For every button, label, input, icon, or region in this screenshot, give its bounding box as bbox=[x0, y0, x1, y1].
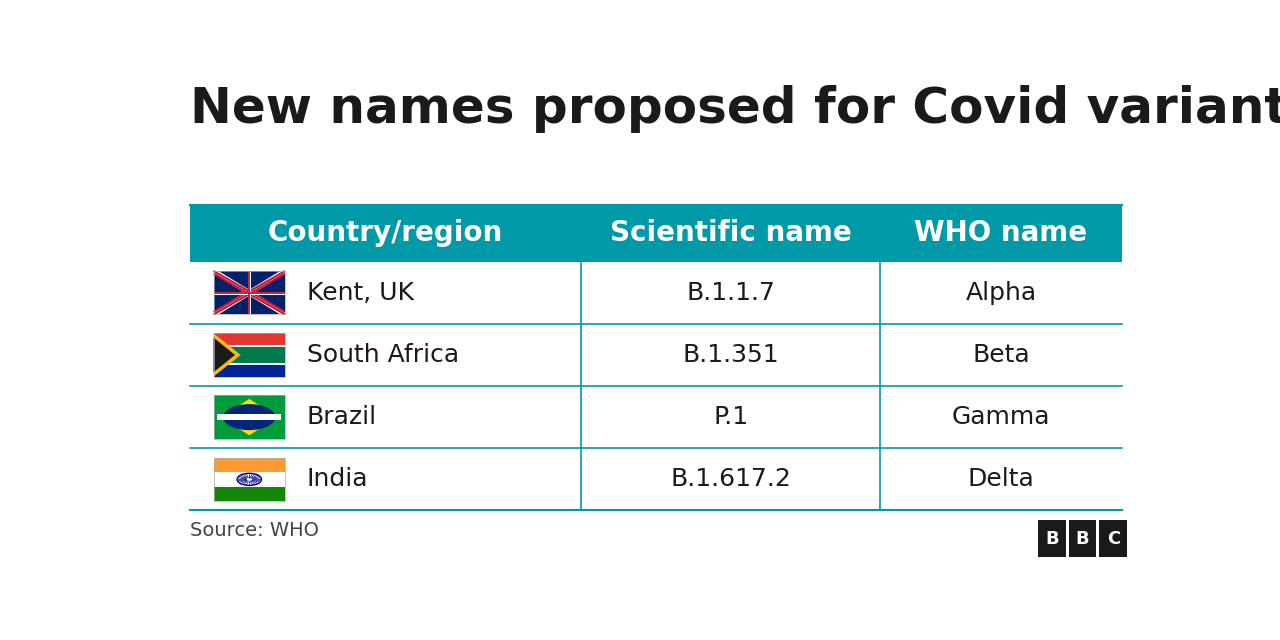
Text: New names proposed for Covid variants: New names proposed for Covid variants bbox=[189, 85, 1280, 133]
FancyBboxPatch shape bbox=[214, 396, 285, 439]
FancyBboxPatch shape bbox=[214, 472, 285, 486]
FancyBboxPatch shape bbox=[1038, 520, 1066, 557]
FancyBboxPatch shape bbox=[214, 355, 285, 376]
Text: Source: WHO: Source: WHO bbox=[189, 521, 319, 540]
FancyBboxPatch shape bbox=[214, 333, 285, 355]
FancyBboxPatch shape bbox=[1100, 520, 1128, 557]
FancyBboxPatch shape bbox=[214, 344, 285, 365]
FancyBboxPatch shape bbox=[214, 486, 285, 501]
Text: WHO name: WHO name bbox=[914, 220, 1088, 247]
FancyBboxPatch shape bbox=[189, 262, 1123, 324]
Text: Country/region: Country/region bbox=[268, 220, 503, 247]
Polygon shape bbox=[220, 399, 278, 435]
Text: Alpha: Alpha bbox=[965, 281, 1037, 305]
Text: B.1.617.2: B.1.617.2 bbox=[671, 467, 791, 492]
FancyBboxPatch shape bbox=[189, 205, 1123, 262]
Text: Brazil: Brazil bbox=[307, 405, 376, 429]
Text: Scientific name: Scientific name bbox=[609, 220, 851, 247]
Text: C: C bbox=[1107, 530, 1120, 548]
FancyBboxPatch shape bbox=[218, 414, 282, 420]
Text: India: India bbox=[307, 467, 369, 492]
Polygon shape bbox=[214, 333, 241, 376]
FancyBboxPatch shape bbox=[189, 324, 1123, 386]
FancyBboxPatch shape bbox=[214, 458, 285, 472]
Text: Kent, UK: Kent, UK bbox=[307, 281, 413, 305]
FancyBboxPatch shape bbox=[1069, 520, 1097, 557]
Text: B: B bbox=[1075, 530, 1089, 548]
FancyBboxPatch shape bbox=[189, 448, 1123, 511]
Text: Delta: Delta bbox=[968, 467, 1034, 492]
Text: Gamma: Gamma bbox=[952, 405, 1051, 429]
Text: South Africa: South Africa bbox=[307, 343, 460, 367]
FancyBboxPatch shape bbox=[214, 271, 285, 314]
Circle shape bbox=[223, 404, 275, 430]
FancyBboxPatch shape bbox=[214, 347, 285, 363]
Text: P.1: P.1 bbox=[713, 405, 749, 429]
Text: B: B bbox=[1044, 530, 1059, 548]
Text: B.1.1.7: B.1.1.7 bbox=[686, 281, 774, 305]
Text: Beta: Beta bbox=[973, 343, 1030, 367]
Text: B.1.351: B.1.351 bbox=[682, 343, 780, 367]
Polygon shape bbox=[214, 337, 236, 372]
FancyBboxPatch shape bbox=[189, 386, 1123, 448]
